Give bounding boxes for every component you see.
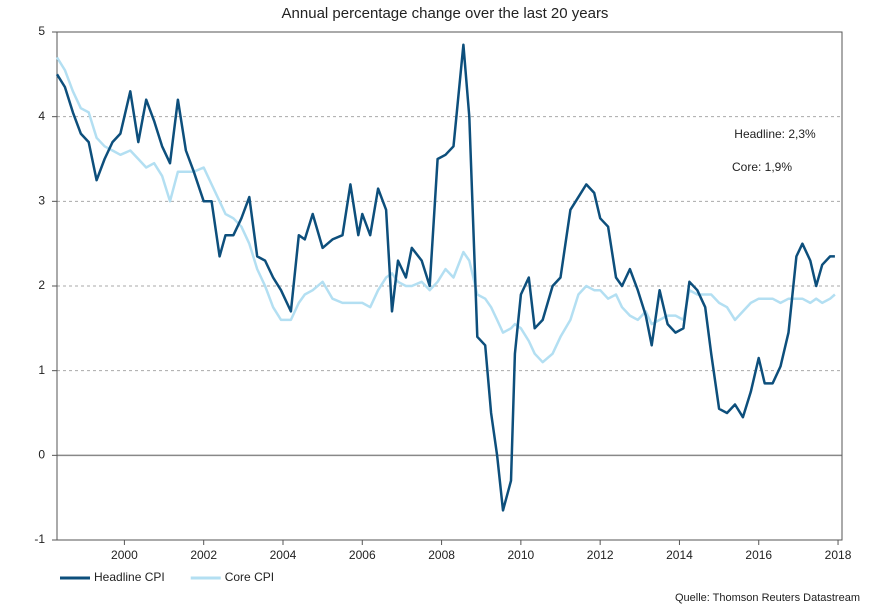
- series-line: [55, 56, 836, 364]
- x-tick-label: 2006: [349, 548, 376, 562]
- x-tick-label: 2004: [270, 548, 297, 562]
- x-tick-label: 2008: [428, 548, 455, 562]
- legend-label: Core CPI: [225, 570, 274, 584]
- x-tick-label: 2000: [111, 548, 138, 562]
- y-tick-label: 1: [38, 363, 45, 377]
- y-tick-label: 4: [38, 109, 45, 123]
- y-tick-label: 2: [38, 278, 45, 292]
- x-tick-label: 2018: [825, 548, 852, 562]
- y-tick-label: 3: [38, 194, 45, 208]
- y-tick-label: 0: [38, 448, 45, 462]
- plot-frame: [56, 31, 843, 541]
- series-line: [55, 43, 835, 512]
- annotation: Core: 1,9%: [732, 160, 792, 174]
- x-tick-label: 2014: [666, 548, 693, 562]
- x-tick-label: 2010: [508, 548, 535, 562]
- source: Quelle: Thomson Reuters Datastream: [675, 592, 860, 604]
- chart-title: Annual percentage change over the last 2…: [282, 5, 609, 22]
- annotation: Headline: 2,3%: [734, 127, 816, 141]
- x-tick-label: 2002: [190, 548, 217, 562]
- x-tick-label: 2012: [587, 548, 614, 562]
- legend-label: Headline CPI: [94, 570, 165, 584]
- x-tick-label: 2016: [745, 548, 772, 562]
- y-tick-label: 5: [38, 24, 45, 38]
- y-tick-label: -1: [34, 532, 45, 546]
